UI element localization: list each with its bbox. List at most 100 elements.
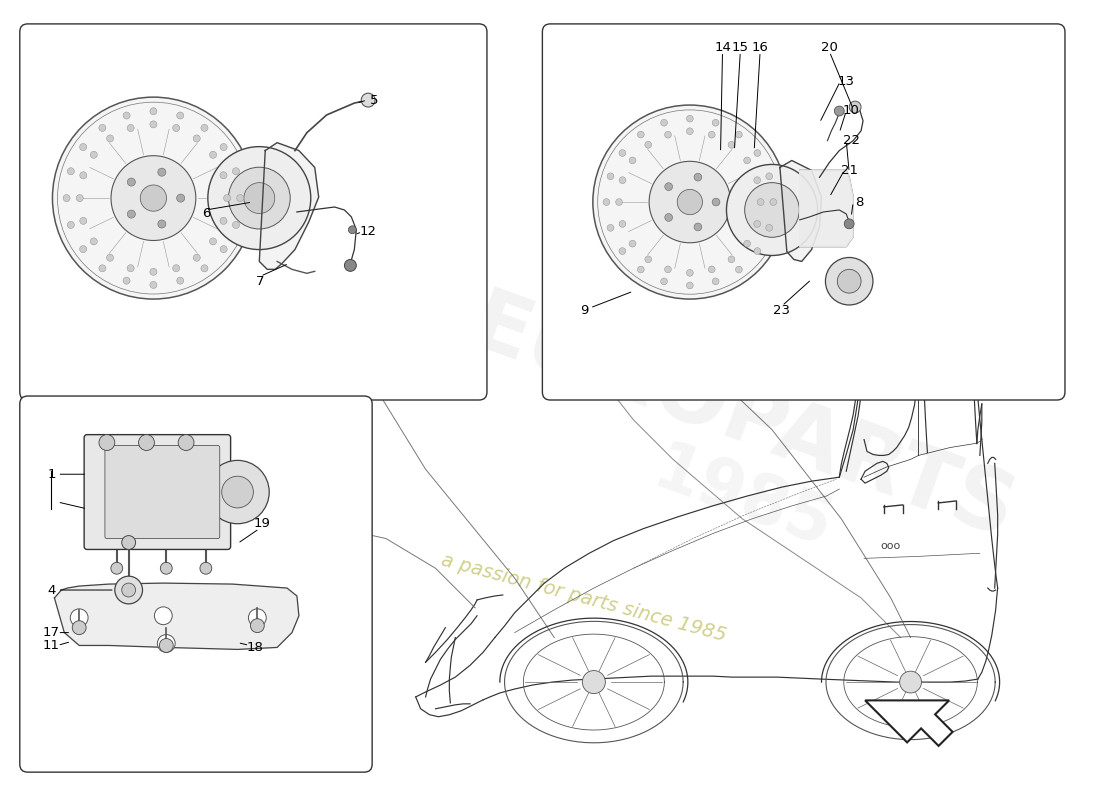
Circle shape bbox=[128, 210, 135, 218]
Circle shape bbox=[107, 254, 113, 262]
Circle shape bbox=[845, 219, 854, 229]
Circle shape bbox=[220, 218, 227, 224]
Polygon shape bbox=[800, 170, 854, 246]
Circle shape bbox=[244, 182, 275, 214]
Circle shape bbox=[107, 135, 113, 142]
Circle shape bbox=[177, 194, 185, 202]
Circle shape bbox=[67, 222, 75, 229]
Circle shape bbox=[754, 177, 760, 183]
Text: ooo: ooo bbox=[881, 542, 901, 551]
Circle shape bbox=[736, 266, 743, 273]
Circle shape bbox=[708, 266, 715, 273]
Circle shape bbox=[157, 220, 166, 228]
Circle shape bbox=[160, 638, 173, 652]
Circle shape bbox=[70, 609, 88, 626]
Text: 22: 22 bbox=[843, 134, 860, 147]
Circle shape bbox=[766, 173, 772, 180]
Circle shape bbox=[76, 194, 84, 202]
Circle shape bbox=[173, 265, 179, 272]
Text: 23: 23 bbox=[773, 305, 791, 318]
Circle shape bbox=[67, 168, 75, 174]
Circle shape bbox=[249, 609, 266, 626]
Circle shape bbox=[728, 142, 735, 148]
FancyBboxPatch shape bbox=[104, 446, 220, 538]
Circle shape bbox=[208, 146, 311, 250]
Text: 5: 5 bbox=[370, 94, 378, 106]
Circle shape bbox=[229, 167, 290, 229]
Circle shape bbox=[686, 282, 693, 289]
Text: 11: 11 bbox=[43, 639, 60, 652]
Circle shape bbox=[686, 270, 693, 276]
Circle shape bbox=[708, 131, 715, 138]
Circle shape bbox=[223, 194, 231, 202]
Circle shape bbox=[90, 151, 97, 158]
Circle shape bbox=[63, 194, 70, 202]
Circle shape bbox=[619, 248, 626, 254]
Text: 4: 4 bbox=[47, 583, 56, 597]
Circle shape bbox=[619, 177, 626, 183]
Circle shape bbox=[141, 185, 166, 211]
Circle shape bbox=[114, 576, 143, 604]
Circle shape bbox=[664, 131, 671, 138]
Text: 21: 21 bbox=[840, 164, 858, 177]
Circle shape bbox=[157, 634, 175, 652]
Circle shape bbox=[236, 194, 244, 202]
Circle shape bbox=[837, 270, 861, 293]
Circle shape bbox=[206, 460, 270, 524]
Text: 12: 12 bbox=[360, 226, 376, 238]
Polygon shape bbox=[260, 142, 319, 270]
Circle shape bbox=[757, 198, 764, 206]
Circle shape bbox=[349, 226, 356, 234]
Circle shape bbox=[157, 168, 166, 176]
Text: 19: 19 bbox=[254, 518, 271, 530]
Circle shape bbox=[728, 256, 735, 262]
Circle shape bbox=[694, 174, 702, 181]
Circle shape bbox=[80, 172, 87, 179]
Circle shape bbox=[744, 157, 750, 164]
Circle shape bbox=[161, 562, 173, 574]
Text: a passion for parts since 1985: a passion for parts since 1985 bbox=[439, 550, 728, 646]
Circle shape bbox=[122, 583, 135, 597]
Circle shape bbox=[79, 143, 87, 150]
Circle shape bbox=[616, 198, 623, 206]
Circle shape bbox=[637, 131, 645, 138]
Circle shape bbox=[664, 266, 671, 273]
Text: EUROPARTS: EUROPARTS bbox=[459, 282, 1026, 557]
Circle shape bbox=[645, 142, 651, 148]
Polygon shape bbox=[780, 161, 822, 262]
Text: 8: 8 bbox=[855, 195, 864, 209]
Circle shape bbox=[736, 131, 743, 138]
Circle shape bbox=[712, 278, 719, 285]
Circle shape bbox=[177, 112, 184, 119]
Circle shape bbox=[232, 168, 240, 174]
Text: 9: 9 bbox=[580, 305, 588, 318]
Circle shape bbox=[726, 165, 817, 255]
Text: 13: 13 bbox=[838, 75, 855, 88]
Circle shape bbox=[123, 277, 130, 284]
Text: 10: 10 bbox=[843, 105, 859, 118]
Circle shape bbox=[900, 671, 922, 693]
Circle shape bbox=[209, 151, 217, 158]
Circle shape bbox=[645, 256, 651, 262]
Text: 1: 1 bbox=[47, 468, 56, 481]
Circle shape bbox=[177, 277, 184, 284]
Circle shape bbox=[128, 265, 134, 272]
Circle shape bbox=[150, 121, 157, 128]
Circle shape bbox=[150, 282, 157, 289]
Circle shape bbox=[744, 240, 750, 247]
Text: 16: 16 bbox=[751, 41, 769, 54]
Circle shape bbox=[178, 434, 194, 450]
Circle shape bbox=[122, 535, 135, 550]
Circle shape bbox=[53, 97, 254, 299]
Circle shape bbox=[603, 198, 609, 206]
Circle shape bbox=[694, 223, 702, 231]
Circle shape bbox=[201, 124, 208, 131]
Circle shape bbox=[201, 265, 208, 272]
Circle shape bbox=[194, 135, 200, 142]
Circle shape bbox=[73, 621, 86, 634]
Circle shape bbox=[649, 162, 730, 242]
Text: 17: 17 bbox=[43, 626, 60, 639]
Circle shape bbox=[123, 112, 130, 119]
Text: 1985: 1985 bbox=[644, 436, 840, 562]
Circle shape bbox=[128, 125, 134, 131]
